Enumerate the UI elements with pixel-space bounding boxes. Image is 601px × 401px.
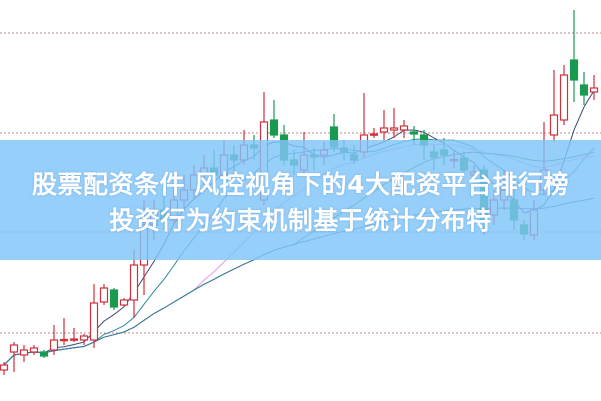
title-banner [0, 140, 601, 260]
candle-body [269, 119, 279, 136]
candle-body [9, 344, 19, 353]
candle-body [589, 87, 599, 93]
candle-body [119, 299, 129, 306]
candle-body [79, 335, 89, 341]
candle-body [399, 125, 409, 131]
candle-body [109, 289, 119, 308]
candle-body [29, 347, 39, 353]
candle-body [379, 127, 389, 133]
title-line-2: 投资行为约束机制基于统计分布特 [109, 206, 492, 235]
candle-body [389, 127, 399, 131]
candle-body [99, 287, 109, 303]
candle-body [569, 59, 579, 81]
candle-body [49, 339, 59, 351]
candle-body [0, 364, 9, 371]
candle-body [559, 74, 569, 121]
title-line-1: 股票配资条件 风控视角下的4大配资平台排行榜 [31, 170, 570, 199]
candle-body [19, 349, 29, 356]
candle-body [369, 133, 379, 136]
candle-body [579, 84, 589, 96]
candle-body [89, 302, 99, 341]
candle-body [129, 264, 139, 301]
candle-body [59, 338, 69, 342]
candle-body [409, 131, 419, 135]
candle-body [549, 114, 559, 136]
candle-body [39, 351, 49, 357]
candle-body [69, 338, 79, 341]
